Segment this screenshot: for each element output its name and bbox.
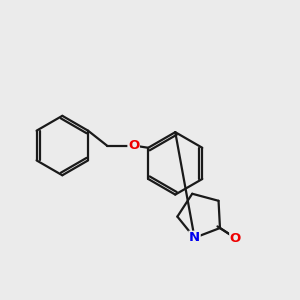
- Text: O: O: [230, 232, 241, 244]
- Text: O: O: [128, 139, 139, 152]
- Text: N: N: [189, 231, 200, 244]
